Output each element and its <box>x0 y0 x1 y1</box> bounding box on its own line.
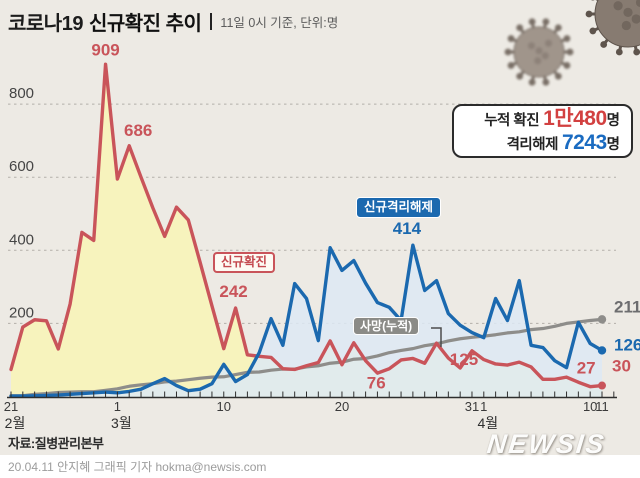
x-axis-day-label: 20 <box>335 399 349 414</box>
summary-released-value: 7243 <box>561 130 607 154</box>
newsis-logo: NEWSIS <box>485 429 608 459</box>
confirmed-line <box>9 62 604 389</box>
data-point-label: 30 <box>612 357 631 376</box>
summary-released-unit: 명 <box>606 136 620 153</box>
confirmed-area <box>11 64 602 398</box>
x-axis-day-label: 31 <box>465 399 479 414</box>
summary-box: 누적 확진 1만480 명 격리해제 7243 명 <box>452 104 633 158</box>
page-title-prefix: 코로나19 <box>8 13 83 35</box>
data-point-label: 76 <box>367 374 386 393</box>
summary-released-label: 격리해제 <box>506 136 559 153</box>
data-point-label: 211 <box>614 297 640 316</box>
data-point-label: 125 <box>450 350 478 369</box>
data-point-label: 242 <box>219 282 247 301</box>
x-axis-month-label: 3월 <box>111 415 132 431</box>
y-axis-label: 800 <box>9 85 34 102</box>
data-point-label: 27 <box>577 359 596 378</box>
data-point-label: 414 <box>393 219 422 238</box>
title-divider <box>210 13 213 30</box>
page-subtitle: 11일 0시 기준, 단위:명 <box>220 16 339 30</box>
x-axis-day-label: 10 <box>583 399 597 414</box>
y-axis-label: 600 <box>9 158 34 175</box>
series-end-dot <box>598 381 606 390</box>
page-title: 신규확진 추이 <box>88 13 202 35</box>
legend-confirmed-tag: 신규확진 <box>213 252 276 273</box>
y-axis-label: 400 <box>9 231 34 248</box>
series-end-dot <box>597 315 607 324</box>
footer-band <box>0 455 640 478</box>
summary-confirmed-value: 1만480 <box>543 107 607 131</box>
y-axis-label: 200 <box>9 304 34 321</box>
x-axis-day-label: 21 <box>4 399 18 414</box>
data-point-label: 686 <box>124 121 152 140</box>
header: 코로나19 신규확진 추이 11일 0시 기준, 단위:명 <box>8 7 338 36</box>
data-point-label: 909 <box>91 40 119 59</box>
x-axis-day-label: 11 <box>595 399 609 414</box>
data-point-label: 126 <box>614 335 640 354</box>
virus-icon <box>585 0 640 56</box>
legend-deaths-tag: 사망(누적) <box>353 317 420 335</box>
summary-released-row: 격리해제 7243 명 <box>506 130 620 154</box>
x-axis-day-label: 1 <box>480 399 487 414</box>
x-axis-day-label: 10 <box>217 399 231 414</box>
virus-icon <box>504 18 574 86</box>
series-end-dot <box>597 346 607 355</box>
x-axis-day-label: 1 <box>114 399 121 414</box>
summary-confirmed-unit: 명 <box>606 113 620 130</box>
credit-text: 20.04.11 안지혜 그래픽 기자 hokma@newsis.com <box>8 460 267 474</box>
summary-confirmed-row: 누적 확진 1만480 명 <box>484 108 620 130</box>
summary-confirmed-label: 누적 확진 <box>484 113 540 130</box>
source-text: 자료:질병관리본부 <box>8 436 104 451</box>
legend-released-tag: 신규격리해제 <box>356 197 442 218</box>
released-area <box>11 245 602 398</box>
released-line <box>9 243 604 398</box>
x-axis-month-label: 4월 <box>477 415 498 431</box>
x-axis-month-label: 2월 <box>5 415 26 431</box>
deaths-label-connector <box>431 327 442 347</box>
